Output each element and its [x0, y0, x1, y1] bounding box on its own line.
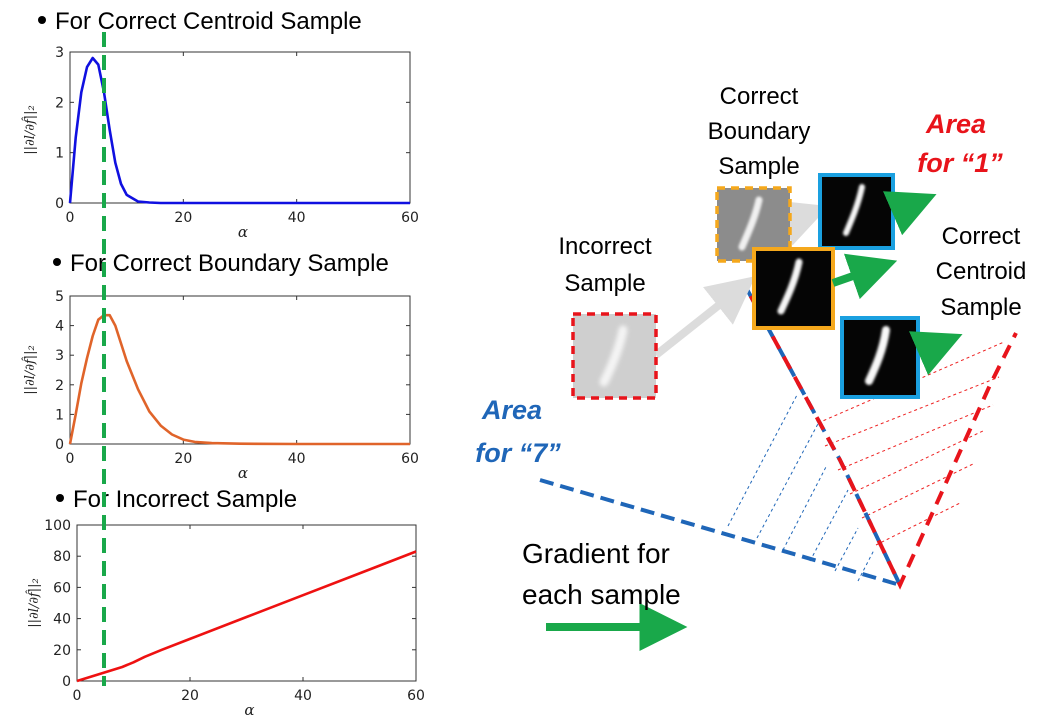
- heading-boundary-text: For Correct Boundary Sample: [70, 250, 389, 277]
- heading-centroid-text: For Correct Centroid Sample: [55, 8, 362, 35]
- heading-centroid: For Correct Centroid Sample: [38, 8, 362, 35]
- x-tick-label: 40: [288, 451, 306, 467]
- series-line: [68, 313, 410, 446]
- y-tick-label: 5: [55, 289, 64, 305]
- y-tick-label: 3: [55, 348, 64, 364]
- boundary-shift-arrow: [775, 200, 829, 246]
- centroid-label-2: Centroid: [936, 258, 1027, 285]
- boundary-correct-image: [752, 247, 835, 330]
- area7-hatch: [727, 394, 875, 582]
- x-tick-label: 60: [407, 688, 425, 704]
- gradient-arrow-centroid: [908, 331, 963, 376]
- centroid-sample-image: [840, 316, 920, 399]
- decision-diagram: Correct Boundary Sample Incorrect Sample…: [475, 83, 1027, 651]
- incorrect-to-boundary-arrow: [653, 276, 756, 359]
- heading-boundary: For Correct Boundary Sample: [53, 250, 389, 277]
- chart-centroid: 0 20 40 60 0 1 2 3 α ||∂l/∂f̂||₂: [21, 45, 419, 241]
- y-axis-label: ||∂l/∂f̂||₂: [21, 105, 38, 155]
- x-tick-label: 60: [401, 210, 419, 226]
- x-tick-label: 60: [401, 451, 419, 467]
- area1-label-1: Area: [925, 109, 986, 139]
- bullet-icon: [53, 258, 61, 266]
- area1-label-2: for “1”: [917, 148, 1003, 178]
- x-tick-label: 20: [174, 451, 192, 467]
- y-tick-label: 60: [53, 580, 71, 596]
- area7-label-1: Area: [481, 395, 542, 425]
- y-tick-label: 0: [55, 437, 64, 453]
- x-axis-label: α: [244, 701, 254, 719]
- heading-incorrect-text: For Incorrect Sample: [73, 486, 297, 513]
- incorrect-label-1: Incorrect: [558, 233, 652, 260]
- y-tick-label: 4: [55, 319, 64, 335]
- x-axis-label: α: [238, 223, 248, 241]
- y-tick-label: 3: [55, 45, 64, 61]
- x-tick-label: 0: [66, 451, 75, 467]
- centroid-label-1: Correct: [942, 223, 1021, 250]
- x-tick-label: 20: [174, 210, 192, 226]
- x-axis-label: α: [238, 464, 248, 482]
- y-axis-label: ||∂l/∂f̂||₂: [21, 345, 38, 395]
- plot-frame: [69, 295, 411, 445]
- y-tick-label: 0: [62, 674, 71, 690]
- x-tick-label: 0: [66, 210, 75, 226]
- y-tick-label: 2: [55, 95, 64, 111]
- y-tick-label: 0: [55, 196, 64, 212]
- y-tick-label: 1: [55, 146, 64, 162]
- y-axis-label: ||∂l/∂f̂||₂: [25, 578, 42, 628]
- heading-incorrect: For Incorrect Sample: [56, 486, 297, 513]
- area7-label-2: for “7”: [475, 438, 561, 468]
- incorrect-label-2: Sample: [564, 270, 645, 297]
- gradient-label-1: Gradient for: [522, 538, 670, 569]
- bullet-icon: [56, 494, 64, 502]
- x-tick-label: 40: [288, 210, 306, 226]
- bullet-icon: [38, 16, 46, 24]
- x-tick-label: 20: [181, 688, 199, 704]
- boundary-label-3: Sample: [718, 153, 799, 180]
- gradient-arrow-boundary: [831, 253, 898, 300]
- y-tick-label: 100: [44, 518, 71, 534]
- boundary-label-1: Correct: [720, 83, 799, 110]
- boundary-shifted-image: [818, 173, 895, 250]
- incorrect-sample-image: [571, 312, 658, 400]
- boundary-label-2: Boundary: [708, 118, 811, 145]
- x-tick-label: 40: [294, 688, 312, 704]
- x-tick-label: 0: [73, 688, 82, 704]
- chart-incorrect: 0 20 40 60 0 20 40 60 80 100 α ||∂l/∂f̂||₂: [25, 518, 425, 719]
- plot-frame: [69, 51, 411, 204]
- gradient-arrow-boundary-shifted: [882, 191, 937, 236]
- series-line: [68, 56, 410, 205]
- centroid-label-3: Sample: [940, 294, 1021, 321]
- area1-hatch: [817, 341, 1005, 546]
- y-tick-label: 80: [53, 549, 71, 565]
- chart-boundary: 0 20 40 60 0 1 2 3 4 5 α ||∂l/∂f̂||₂: [21, 289, 419, 482]
- area1-boundary: [741, 281, 1018, 590]
- y-tick-label: 1: [55, 407, 64, 423]
- series-line: [76, 550, 417, 683]
- y-tick-label: 20: [53, 643, 71, 659]
- gradient-label-2: each sample: [522, 579, 681, 610]
- y-tick-label: 2: [55, 378, 64, 394]
- y-tick-label: 40: [53, 612, 71, 628]
- plot-frame: [76, 524, 417, 682]
